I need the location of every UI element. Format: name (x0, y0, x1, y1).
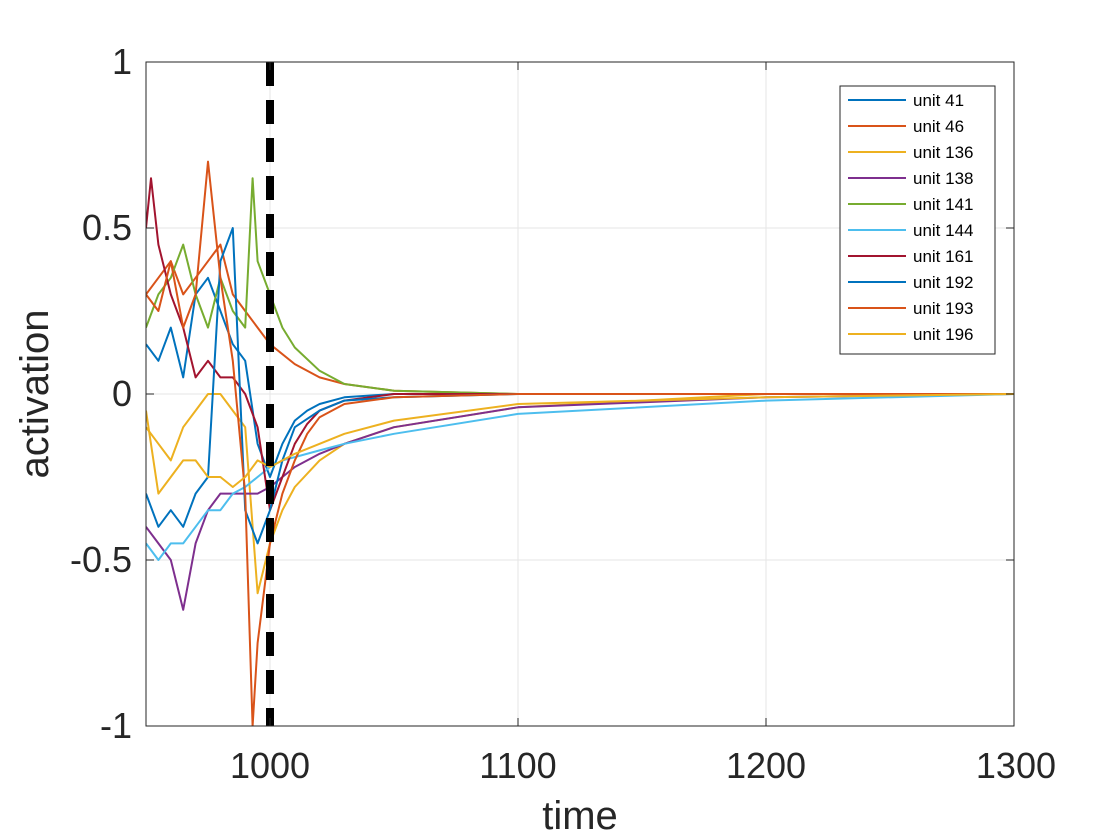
y-tick-label: 0.5 (82, 207, 132, 248)
series-line (146, 393, 1014, 495)
legend: unit 41 unit 46 unit 136 unit 138 unit 141 un… (839, 85, 996, 355)
x-tick-label: 1300 (976, 745, 1056, 786)
y-tick-label: 1 (112, 41, 132, 82)
legend-label: unit 141 (913, 195, 974, 214)
y-axis-label: activation (13, 310, 57, 479)
x-tick-label: 1200 (726, 745, 806, 786)
series-line (146, 393, 1014, 561)
legend-box (839, 85, 996, 355)
ticks: 1000 1100 1200 1300 1 0.5 0 -0.5 -1 (70, 41, 1056, 786)
series-line (146, 177, 1014, 512)
legend-label: unit 196 (913, 325, 974, 344)
legend-label: unit 136 (913, 143, 974, 162)
legend-label: unit 193 (913, 299, 974, 318)
series-line (146, 177, 1014, 395)
x-axis-label: time (542, 794, 618, 838)
x-tick-label: 1100 (479, 745, 556, 786)
legend-label: unit 46 (913, 117, 964, 136)
series-line (146, 393, 1014, 611)
series-group (146, 160, 1014, 726)
series-line (146, 160, 1014, 726)
legend-label: unit 192 (913, 273, 974, 292)
legend-label: unit 138 (913, 169, 974, 188)
y-tick-label: -1 (100, 705, 132, 746)
y-tick-label: 0 (112, 373, 132, 414)
x-tick-label: 1000 (230, 745, 310, 786)
y-tick-label: -0.5 (70, 539, 132, 580)
legend-label: unit 161 (913, 247, 974, 266)
legend-label: unit 144 (913, 221, 974, 240)
legend-label: unit 41 (913, 91, 964, 110)
